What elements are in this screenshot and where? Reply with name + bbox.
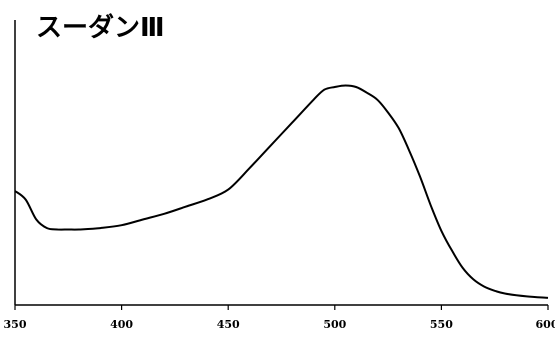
series-line <box>14 84 549 299</box>
chart-title: スーダンⅢ <box>36 12 165 43</box>
x-tick-label-500: 500 <box>323 318 346 331</box>
x-tick-label-550: 550 <box>430 318 453 331</box>
x-tick-label-450: 450 <box>217 318 240 331</box>
x-tick-label-400: 400 <box>110 318 133 331</box>
x-tick-label-600: 600 <box>536 318 555 331</box>
x-tick-label-350: 350 <box>4 318 27 331</box>
